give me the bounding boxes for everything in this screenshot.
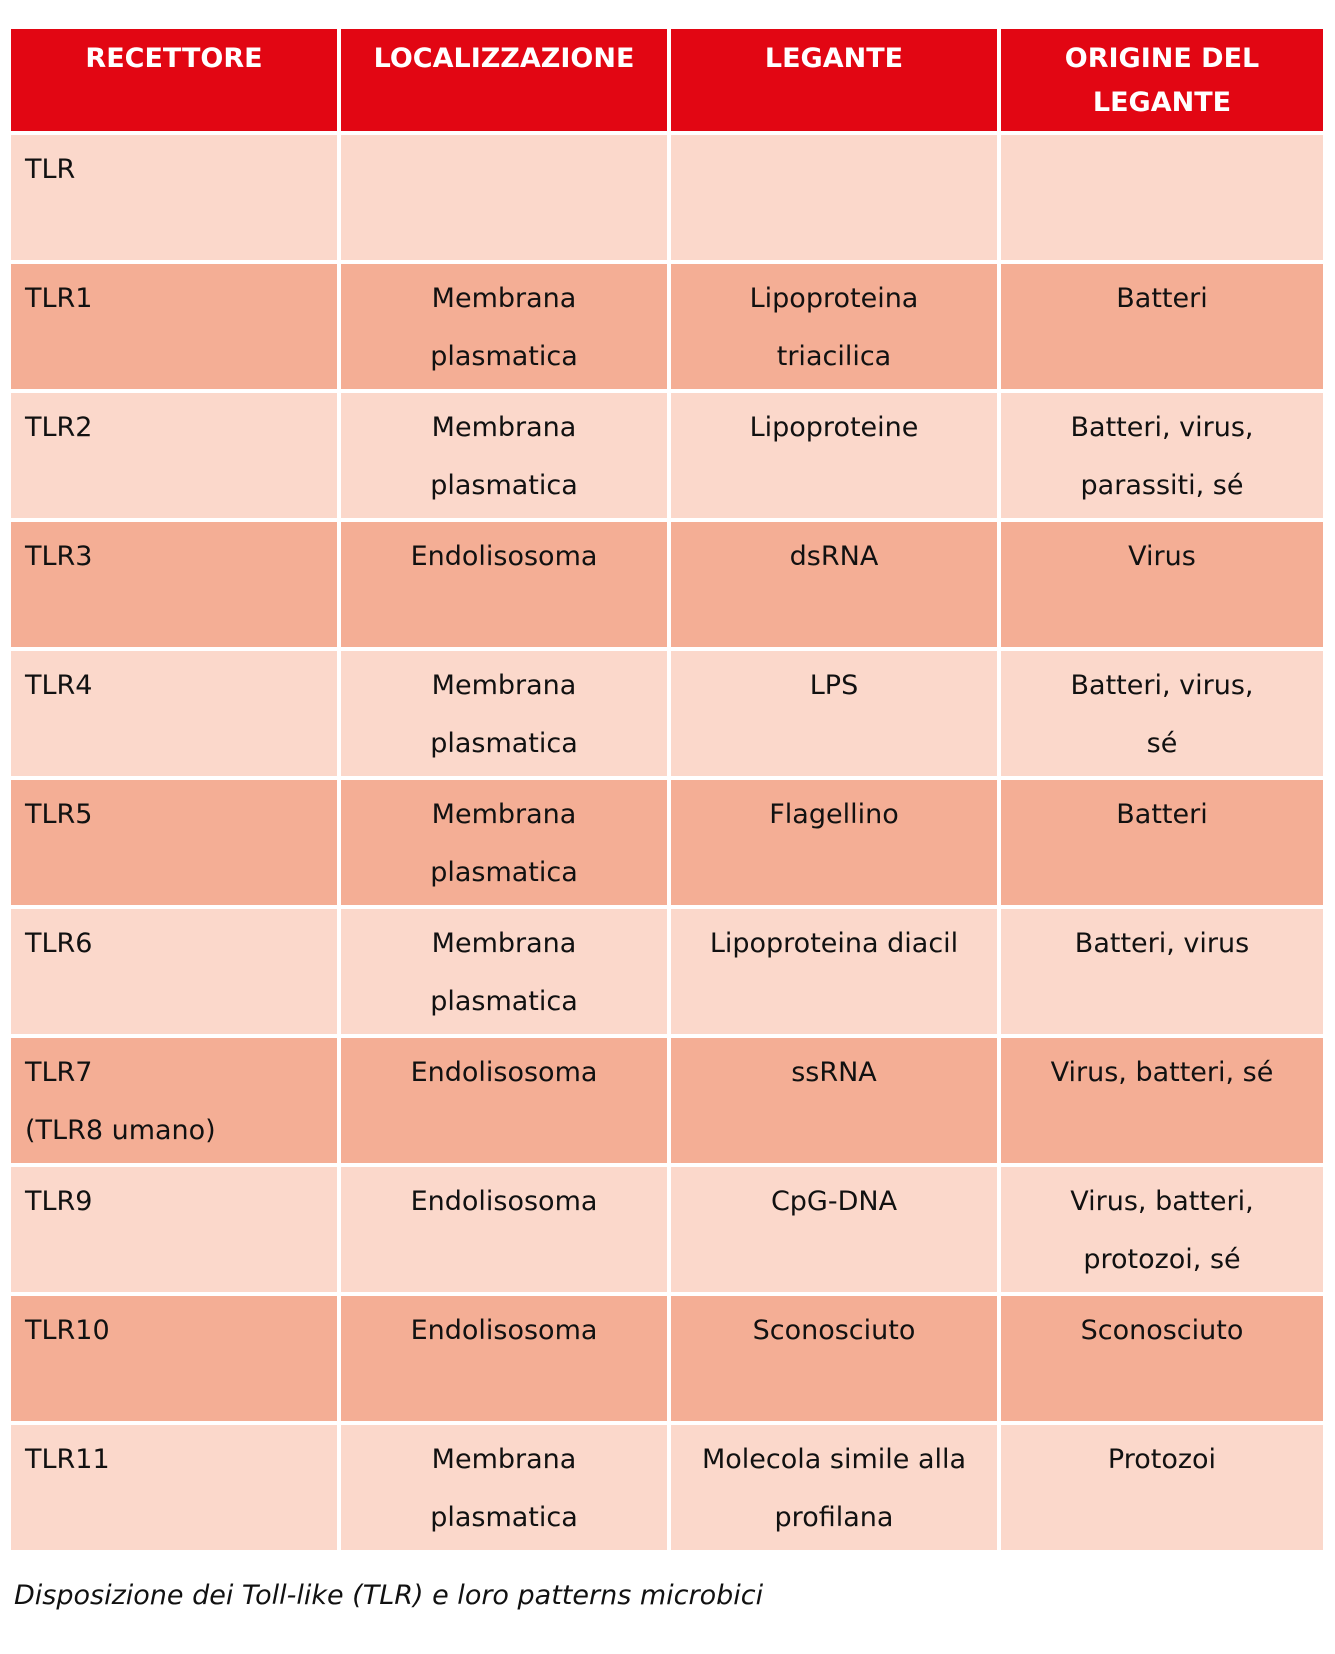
- cell-receptor: TLR: [11, 135, 337, 260]
- cell-ligand: [671, 135, 997, 260]
- cell-receptor: TLR6: [11, 909, 337, 1034]
- cell-ligand: ssRNA: [671, 1038, 997, 1163]
- cell-receptor: TLR1: [11, 264, 337, 389]
- cell-ligand: Flagellino: [671, 780, 997, 905]
- cell-ligand: Sconosciuto: [671, 1296, 997, 1421]
- cell-ligand: LPS: [671, 651, 997, 776]
- cell-receptor: TLR10: [11, 1296, 337, 1421]
- cell-receptor: TLR9: [11, 1167, 337, 1292]
- cell-localization: Membrana plasmatica: [341, 264, 667, 389]
- cell-receptor: TLR3: [11, 522, 337, 647]
- cell-localization: Membrana plasmatica: [341, 1425, 667, 1550]
- header-ligand: LEGANTE: [671, 29, 997, 131]
- cell-localization: [341, 135, 667, 260]
- header-receptor: RECETTORE: [11, 29, 337, 131]
- table-caption: Disposizione dei Toll-like (TLR) e loro …: [14, 1580, 764, 1611]
- cell-ligand: Lipoproteina triacilica: [671, 264, 997, 389]
- cell-ligand-origin: Batteri, virus: [1001, 909, 1323, 1034]
- header-localization: LOCALIZZAZIONE: [341, 29, 667, 131]
- header-ligand-origin: ORIGINE DEL LEGANTE: [1001, 29, 1323, 131]
- cell-localization: Endolisosoma: [341, 1038, 667, 1163]
- cell-receptor: TLR7 (TLR8 umano): [11, 1038, 337, 1163]
- cell-receptor: TLR11: [11, 1425, 337, 1550]
- cell-ligand: Lipoproteine: [671, 393, 997, 518]
- cell-receptor: TLR4: [11, 651, 337, 776]
- cell-localization: Endolisosoma: [341, 1296, 667, 1421]
- cell-localization: Membrana plasmatica: [341, 780, 667, 905]
- cell-localization: Endolisosoma: [341, 1167, 667, 1292]
- cell-receptor: TLR2: [11, 393, 337, 518]
- cell-localization: Membrana plasmatica: [341, 393, 667, 518]
- cell-ligand: dsRNA: [671, 522, 997, 647]
- cell-ligand-origin: Protozoi: [1001, 1425, 1323, 1550]
- cell-localization: Endolisosoma: [341, 522, 667, 647]
- cell-ligand-origin: Batteri, virus, sé: [1001, 651, 1323, 776]
- cell-ligand-origin: Batteri, virus, parassiti, sé: [1001, 393, 1323, 518]
- cell-ligand-origin: Batteri: [1001, 264, 1323, 389]
- cell-ligand-origin: Batteri: [1001, 780, 1323, 905]
- cell-ligand: CpG-DNA: [671, 1167, 997, 1292]
- cell-ligand-origin: Virus: [1001, 522, 1323, 647]
- cell-ligand-origin: Sconosciuto: [1001, 1296, 1323, 1421]
- cell-localization: Membrana plasmatica: [341, 651, 667, 776]
- cell-ligand-origin: Virus, batteri, sé: [1001, 1038, 1323, 1163]
- cell-ligand-origin: [1001, 135, 1323, 260]
- cell-receptor: TLR5: [11, 780, 337, 905]
- cell-ligand: Lipoproteina diacil: [671, 909, 997, 1034]
- cell-ligand: Molecola simile alla profilana: [671, 1425, 997, 1550]
- cell-ligand-origin: Virus, batteri, protozoi, sé: [1001, 1167, 1323, 1292]
- cell-localization: Membrana plasmatica: [341, 909, 667, 1034]
- tlr-table: RECETTORE LOCALIZZAZIONE LEGANTE ORIGINE DE…: [11, 29, 1323, 1550]
